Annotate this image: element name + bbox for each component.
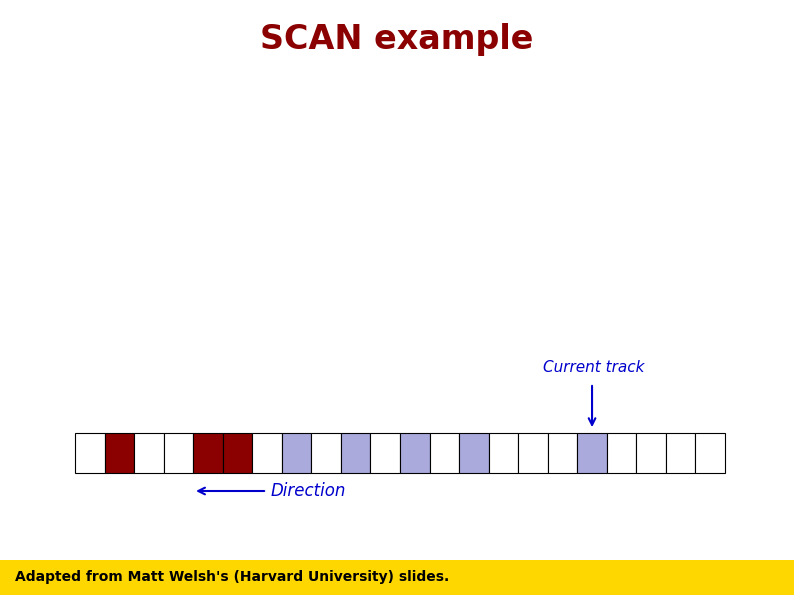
- Bar: [282, 433, 311, 473]
- Bar: [400, 433, 430, 473]
- Bar: [223, 433, 252, 473]
- Text: Adapted from Matt Welsh's (Harvard University) slides.: Adapted from Matt Welsh's (Harvard Unive…: [15, 571, 449, 584]
- Bar: [636, 433, 666, 473]
- Bar: [0, 560, 794, 595]
- Bar: [164, 433, 193, 473]
- Bar: [430, 433, 459, 473]
- Text: Direction: Direction: [271, 482, 346, 500]
- Bar: [459, 433, 488, 473]
- Bar: [371, 433, 400, 473]
- Bar: [488, 433, 518, 473]
- Bar: [577, 433, 607, 473]
- Bar: [193, 433, 223, 473]
- Bar: [666, 433, 696, 473]
- Bar: [548, 433, 577, 473]
- Bar: [75, 433, 105, 473]
- Text: Current track: Current track: [543, 360, 645, 375]
- Bar: [134, 433, 164, 473]
- Text: SCAN example: SCAN example: [260, 23, 534, 57]
- Bar: [252, 433, 282, 473]
- Bar: [105, 433, 134, 473]
- Bar: [341, 433, 371, 473]
- Bar: [607, 433, 636, 473]
- Bar: [311, 433, 341, 473]
- Bar: [696, 433, 725, 473]
- Bar: [518, 433, 548, 473]
